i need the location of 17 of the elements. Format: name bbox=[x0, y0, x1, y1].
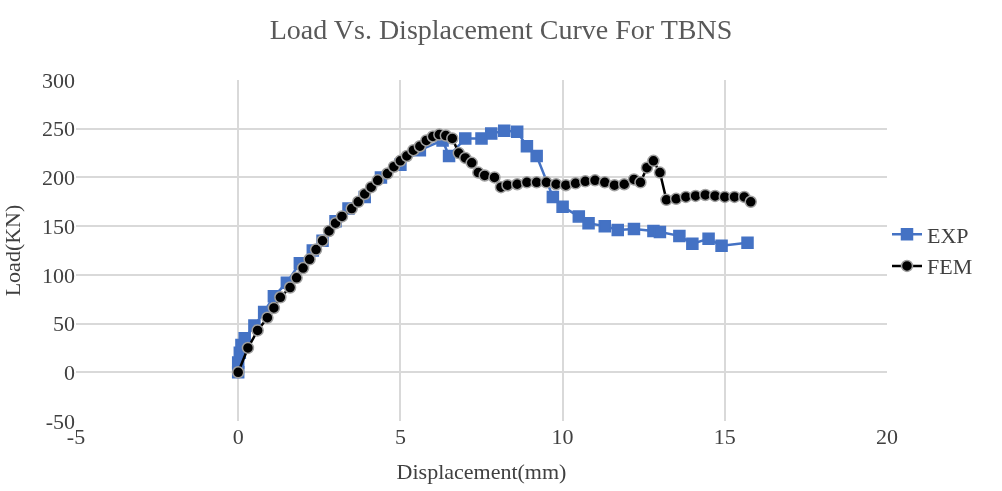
y-tick-label: 250 bbox=[42, 116, 75, 142]
x-tick-label: 20 bbox=[876, 424, 898, 449]
legend-label: EXP bbox=[927, 222, 969, 248]
y-tick-label: 300 bbox=[42, 67, 75, 93]
y-tick-label: 50 bbox=[53, 311, 75, 337]
x-tick-label: 10 bbox=[551, 424, 574, 449]
x-tick-label: 15 bbox=[713, 424, 736, 449]
y-tick-label: 200 bbox=[42, 165, 75, 191]
y-axis-title: Load(KN) bbox=[0, 204, 25, 297]
y-tick-label: 100 bbox=[42, 262, 75, 288]
legend-label: FEM bbox=[927, 254, 973, 280]
x-tick-label: 0 bbox=[232, 424, 244, 449]
x-tick-label: 5 bbox=[394, 424, 406, 449]
x-axis-title: Displacement(mm) bbox=[396, 458, 567, 484]
y-tick-label: 0 bbox=[64, 359, 75, 385]
y-tick-label: 150 bbox=[42, 213, 75, 239]
chart-title: Load Vs. Displacement Curve For TBNS bbox=[269, 14, 733, 46]
